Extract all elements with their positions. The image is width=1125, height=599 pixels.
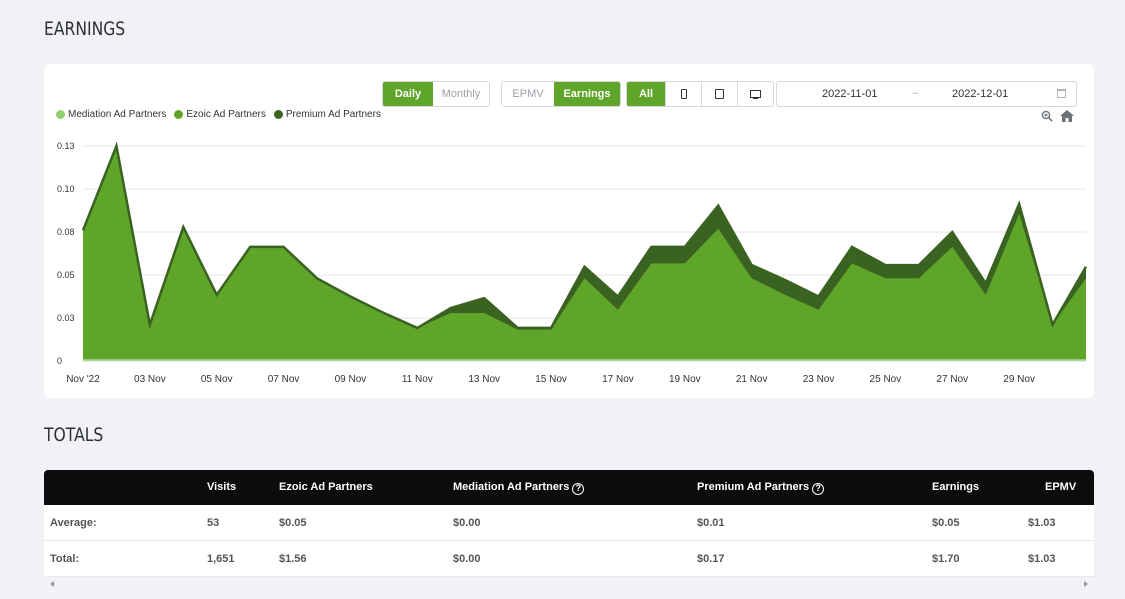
x-tick-label: 11 Nov	[402, 374, 433, 385]
help-icon[interactable]: ?	[572, 483, 585, 495]
x-tick-label: 19 Nov	[669, 374, 701, 385]
legend-label-mediation: Mediation Ad Partners	[68, 109, 167, 120]
x-tick-label: 21 Nov	[736, 374, 768, 385]
x-tick-label: 23 Nov	[803, 374, 835, 385]
epmv-button[interactable]: EPMV	[512, 88, 544, 100]
cell-ezoic: $1.56	[279, 553, 307, 565]
cell-mediation: $0.00	[453, 553, 481, 565]
table-header: Visits Ezoic Ad Partners Mediation Ad Pa…	[44, 470, 1094, 505]
header-ezoic: Ezoic Ad Partners	[279, 481, 373, 493]
totals-title: TOTALS	[44, 424, 104, 446]
earnings-chart-card: 0 0.03 0.05 0.08 0.10 0.13 Nov '22 03 Nov 05 Nov…	[44, 64, 1094, 398]
legend-item-mediation[interactable]: Mediation Ad Partners	[56, 109, 166, 120]
earnings-chart: 0 0.03 0.05 0.08 0.10 0.13 Nov '22 03 Nov 05 Nov…	[57, 141, 1088, 385]
header-visits: Visits	[207, 481, 237, 493]
legend-label-ezoic: Ezoic Ad Partners	[186, 109, 266, 120]
earnings-title: EARNINGS	[44, 18, 126, 40]
end-date[interactable]: 2022-12-01	[952, 88, 1009, 100]
cell-ezoic: $0.05	[279, 517, 307, 529]
x-tick-label: 09 Nov	[335, 374, 367, 385]
cell-earnings: $0.05	[932, 517, 960, 529]
x-tick-label: 27 Nov	[936, 374, 968, 385]
legend-label-premium: Premium Ad Partners	[285, 109, 381, 120]
series-area-ezoic	[83, 146, 1086, 361]
cell-visits: 1,651	[207, 553, 235, 565]
legend-item-premium[interactable]: Premium Ad Partners	[273, 109, 381, 120]
chart-legend: Mediation Ad Partners Ezoic Ad Partners …	[56, 109, 389, 120]
earnings-button[interactable]: Earnings	[554, 82, 620, 106]
row-label: Average:	[50, 517, 97, 529]
x-tick-label: 03 Nov	[134, 374, 166, 385]
mobile-icon	[680, 89, 687, 99]
cell-epmv: $1.03	[1028, 517, 1056, 529]
cell-earnings: $1.70	[932, 553, 960, 565]
x-tick-label: Nov '22	[66, 374, 100, 385]
x-tick-label: 29 Nov	[1003, 374, 1035, 385]
legend-dot-premium	[273, 110, 283, 119]
cell-visits: 53	[207, 517, 220, 529]
cell-epmv: $1.03	[1028, 553, 1056, 565]
header-epmv: EPMV	[1045, 481, 1077, 493]
header-mediation: Mediation Ad Partners?	[453, 470, 585, 505]
zoom-icon[interactable]	[1041, 110, 1053, 122]
x-tick-label: 13 Nov	[468, 374, 500, 385]
series-line-premium	[81, 141, 1088, 330]
x-tick-label: 25 Nov	[870, 374, 902, 385]
metric-toggle: EPMV Earnings	[501, 81, 621, 107]
totals-table: Visits Ezoic Ad Partners Mediation Ad Pa…	[44, 470, 1094, 577]
legend-item-ezoic[interactable]: Ezoic Ad Partners	[174, 109, 266, 120]
scroll-left-icon[interactable]	[50, 581, 54, 587]
date-range-picker[interactable]: 2022-11-01 ~ 2022-12-01	[776, 81, 1077, 107]
table-row: Total: 1,651 $1.56 $0.00 $0.17 $1.70 $1.…	[44, 541, 1094, 577]
all-devices-button[interactable]: All	[627, 82, 665, 106]
header-premium: Premium Ad Partners?	[697, 470, 825, 505]
series-line-mediation	[83, 359, 1086, 361]
y-tick-label: 0.08	[57, 227, 75, 237]
mobile-button[interactable]	[665, 82, 701, 106]
legend-dot-mediation	[56, 110, 65, 119]
horizontal-scrollbar[interactable]	[44, 577, 1094, 591]
legend-dot-ezoic	[174, 110, 184, 119]
start-date[interactable]: 2022-11-01	[822, 88, 878, 100]
device-toggle: All	[626, 81, 774, 107]
date-separator: ~	[912, 88, 919, 100]
header-mediation-label: Mediation Ad Partners	[453, 481, 570, 493]
row-label: Total:	[50, 553, 80, 565]
y-tick-label: 0.03	[57, 313, 75, 323]
header-earnings: Earnings	[932, 481, 980, 493]
x-tick-label: 15 Nov	[535, 374, 567, 385]
help-icon[interactable]: ?	[812, 483, 825, 495]
period-toggle: Daily Monthly	[382, 81, 490, 107]
desktop-icon	[750, 90, 761, 99]
y-tick-label: 0.05	[57, 270, 75, 280]
desktop-button[interactable]	[737, 82, 773, 106]
y-tick-label: 0	[57, 356, 62, 366]
daily-button[interactable]: Daily	[383, 82, 433, 106]
y-tick-label: 0.10	[57, 184, 75, 194]
header-premium-label: Premium Ad Partners	[697, 481, 810, 493]
x-tick-label: 17 Nov	[602, 374, 634, 385]
x-tick-label: 05 Nov	[201, 374, 233, 385]
x-tick-label: 07 Nov	[268, 374, 300, 385]
monthly-button[interactable]: Monthly	[441, 88, 481, 100]
cell-mediation: $0.00	[453, 517, 481, 529]
calendar-icon[interactable]	[1057, 89, 1066, 98]
cell-premium: $0.17	[697, 553, 725, 565]
tablet-button[interactable]	[701, 82, 737, 106]
cell-premium: $0.01	[697, 517, 725, 529]
table-row: Average: 53 $0.05 $0.00 $0.01 $0.05 $1.0…	[44, 505, 1094, 541]
home-icon[interactable]	[1060, 110, 1074, 122]
scroll-right-icon[interactable]	[1084, 581, 1088, 587]
y-tick-label: 0.13	[57, 141, 75, 151]
tablet-icon	[715, 89, 724, 99]
